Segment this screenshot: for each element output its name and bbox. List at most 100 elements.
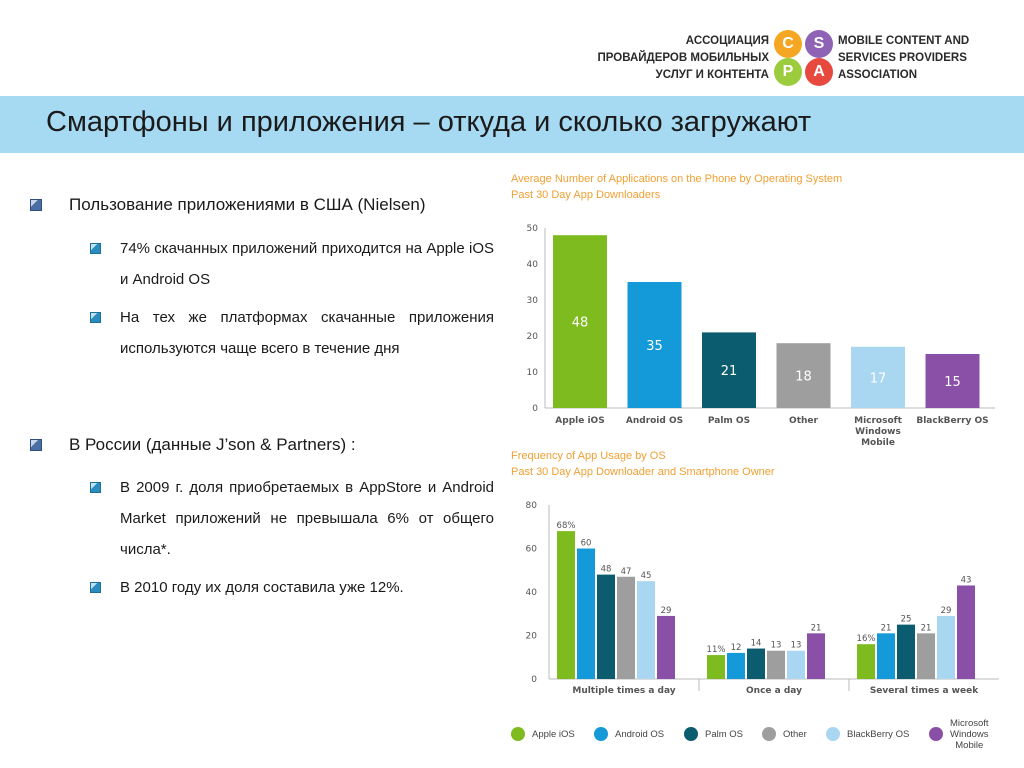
bar-value-label: 29 [661,606,672,616]
chart-apps-by-os: 0 10 20 30 40 50 48 Apple iOS 35 Android OS 21 Palm… [527,224,995,448]
bullet-square-icon [30,439,42,451]
chart2-title: Frequency of App Usage by OS [511,450,666,462]
bar-value-label: 43 [961,575,972,585]
chart1-caption: Average Number of Applications on the Ph… [511,171,842,203]
y-tick-label: 40 [526,588,538,598]
x-tick-label: Once a day [746,686,802,696]
bar-value-label: 21 [881,623,892,633]
sub-bullet-text: В 2010 году их доля составила уже 12%. [120,579,404,596]
chart1-title: Average Number of Applications on the Ph… [511,173,843,185]
bullet-square-icon [90,243,101,254]
bar-value-label: 21 [721,364,738,379]
org-name-ru-line: УСЛУГ И КОНТЕНТА [655,69,769,81]
legend-label: BlackBerry OS [847,729,910,740]
y-tick-label: 20 [527,332,539,342]
legend-label: Other [783,729,807,740]
bullet-square-icon [30,199,42,211]
logo-letter-c: C [774,30,802,58]
x-tick-label: Palm OS [708,416,750,426]
org-name-ru-line: ПРОВАЙДЕРОВ МОБИЛЬНЫХ [597,52,769,64]
org-name-en-line: MOBILE CONTENT AND [838,35,970,47]
bullet-square-icon [90,482,101,493]
legend-swatch [594,727,608,741]
legend-swatch [826,727,840,741]
bar [767,650,785,679]
org-name-ru: АССОЦИАЦИЯ ПРОВАЙДЕРОВ МОБИЛЬНЫХ УСЛУГ И… [588,33,769,84]
y-tick-label: 20 [526,632,538,642]
bar [917,633,935,679]
sub-bullet: На тех же платформах скачанные приложени… [90,302,494,364]
bar-value-label: 21 [921,623,932,633]
bar [707,655,725,679]
org-name-en: MOBILE CONTENT AND SERVICES PROVIDERS AS… [838,33,988,84]
bar [807,633,825,679]
bar [937,615,955,679]
legend-label: Microsoft Windows Mobile [950,718,989,751]
org-name-en-line: SERVICES PROVIDERS [838,52,967,64]
bar [747,648,765,679]
y-tick-label: 40 [527,260,539,270]
bar-value-label: 13 [791,641,802,651]
bar [627,282,682,408]
bar [851,346,905,408]
bar-value-label: 17 [870,371,887,386]
legend-swatch [929,727,943,741]
legend-label: Android OS [615,729,665,740]
bar-value-label: 45 [641,571,652,581]
y-tick-label: 0 [531,675,537,685]
chart2-caption: Frequency of App Usage by OS Past 30 Day… [511,448,775,480]
bullet-heading: Пользование приложениями в США (Nielsen) [69,195,426,214]
bar [925,354,980,408]
bar-value-label: 48 [572,316,589,331]
legend-swatch [511,727,525,741]
y-tick-label: 60 [526,545,538,555]
x-tick-label: Mobile [861,438,895,448]
bar-value-label: 21 [811,623,822,633]
bar [877,633,895,679]
bullet-square-icon [90,312,101,323]
bar [577,548,595,679]
sub-bullet: В 2010 году их доля составила уже 12%. [90,572,494,603]
bar-value-label: 13 [771,641,782,651]
x-tick-label: Other [789,416,818,426]
chart-legend: Apple iOS Android OS Palm OS Other BlackBerr… [511,716,1011,766]
bar [857,644,875,679]
bar-value-label: 15 [944,375,961,390]
y-tick-label: 50 [527,224,539,234]
bar-value-label: 18 [795,370,812,385]
logo-letter-a: A [805,58,833,86]
sub-bullet: 74% скачанных приложений приходится на A… [90,233,494,295]
sub-bullet-text: 74% скачанных приложений приходится на A… [120,240,494,288]
bar [897,624,915,679]
slide-title: Смартфоны и приложения – откуда и скольк… [46,106,812,138]
bar-value-label: 47 [621,567,632,577]
legend-swatch [684,727,698,741]
y-tick-label: 30 [527,296,539,306]
bar [702,332,756,408]
x-tick-label: Android OS [626,416,683,426]
sub-bullet-text: В 2009 г. доля приобретаемых в AppStore … [120,479,494,558]
org-name-ru-line: АССОЦИАЦИЯ [685,35,769,47]
bar-value-label: 35 [646,339,663,354]
chart-usage-frequency: 0 20 40 60 80 68% 60 48 47 45 29 Multiple times a d… [526,501,999,696]
bar [657,615,675,679]
x-tick-label: Windows [855,427,901,437]
bar-value-label: 48 [601,565,612,575]
bar [776,343,831,408]
logo-letter-p: P [774,58,802,86]
org-name-en-line: ASSOCIATION [838,69,918,81]
x-tick-label: Apple iOS [555,416,604,426]
bar [557,531,575,679]
chart1-subtitle: Past 30 Day App Downloaders [511,189,661,201]
x-tick-label: Microsoft [854,416,902,426]
bar [597,574,615,679]
x-tick-label: BlackBerry OS [916,416,988,426]
bar [637,581,655,679]
bar [553,235,607,408]
legend-label: Palm OS [705,729,744,740]
bar-value-label: 29 [941,606,952,616]
bar-value-label: 14 [751,639,762,649]
bar [957,585,975,679]
bar [787,650,805,679]
bullet-heading: В России (данные J’son & Partners) : [69,435,356,454]
